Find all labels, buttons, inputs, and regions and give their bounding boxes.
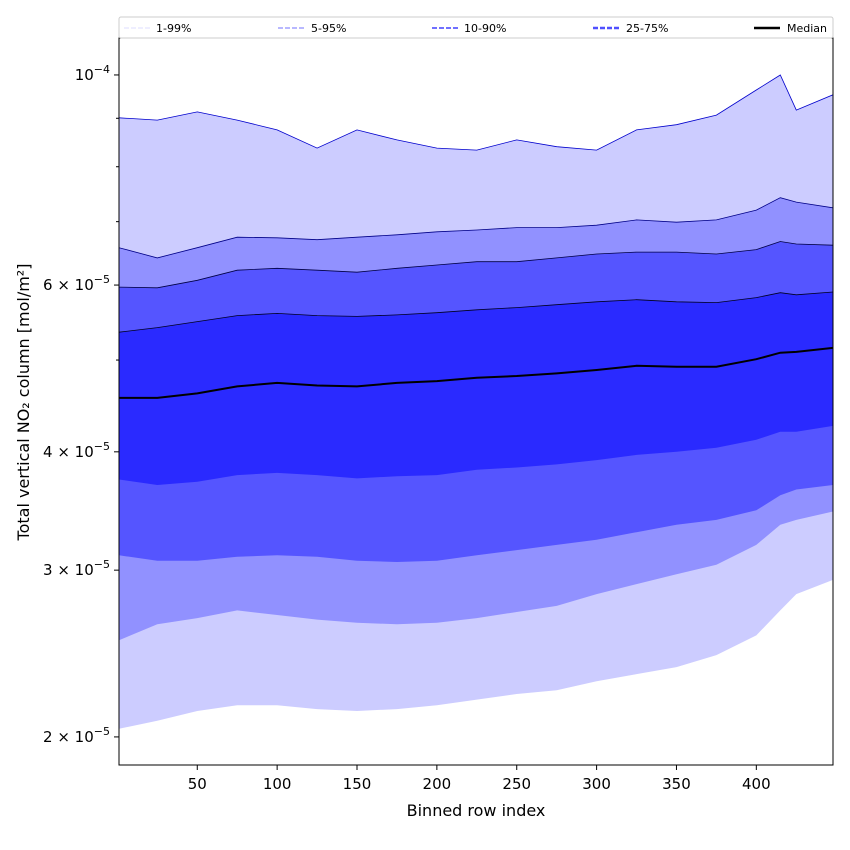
y-axis-label: Total vertical NO₂ column [mol/m²] [14,264,33,542]
legend-label: Median [787,22,827,35]
band-25-75% [119,292,833,485]
legend: 1-99% 5-95% 10-90% 25-75% Median [118,16,834,39]
band-upper-edge-5-95% [119,197,833,259]
y-tick-label: 3 × 10−5 [43,558,110,579]
x-tick-label: 400 [742,775,771,793]
x-tick-label: 350 [662,775,691,793]
y-tick-label: 6 × 10−5 [43,273,110,294]
band-upper-edge-25-75% [119,291,833,333]
x-tick-label: 50 [188,775,207,793]
x-tick-label: 200 [423,775,452,793]
bands [119,74,833,729]
x-tick-label: 300 [582,775,611,793]
plot-area [119,74,833,729]
y-tick-label: 2 × 10−5 [43,725,110,746]
band-upper-edge-10-90% [119,241,833,289]
legend-box [118,16,834,39]
y-tick-label: 10−4 [75,63,110,84]
legend-label: 5-95% [311,22,346,35]
band-upper-edge-1-99% [119,74,833,151]
x-tick-label: 150 [343,775,372,793]
x-tick-label: 250 [502,775,531,793]
x-tick-label: 100 [263,775,292,793]
legend-label: 1-99% [156,22,191,35]
median-line [119,346,833,399]
axes: 50 100 150 200 250 300 350 400 2 × 10−5 3 × 10−5 4… [43,37,834,793]
legend-label: 25-75% [626,22,668,35]
legend-label: 10-90% [464,22,506,35]
x-axis-label: Binned row index [407,801,546,820]
y-tick-label: 4 × 10−5 [43,440,110,461]
